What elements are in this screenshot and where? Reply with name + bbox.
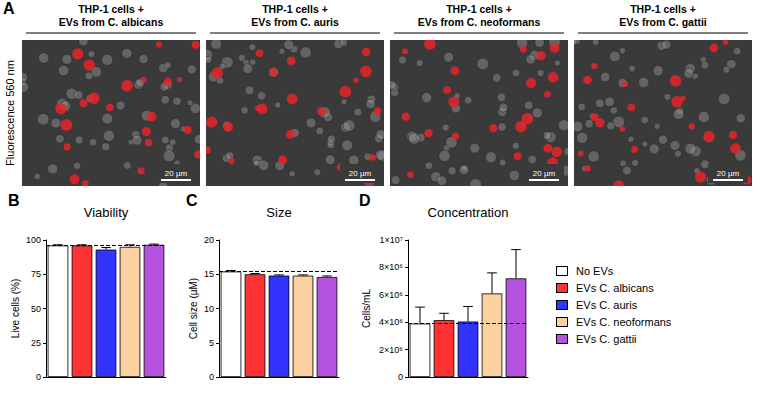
svg-text:Concentration: Concentration: [428, 205, 509, 220]
svg-text:0: 0: [398, 372, 403, 382]
svg-text:Viability: Viability: [84, 205, 129, 220]
svg-text:20 µm: 20 µm: [717, 169, 740, 178]
svg-text:D: D: [359, 192, 371, 209]
svg-text:8×10⁶: 8×10⁶: [379, 262, 403, 272]
svg-text:15: 15: [204, 269, 214, 279]
html-text:No EVs: No EVs: [576, 264, 614, 277]
svg-text:THP-1 cells +: THP-1 cells +: [78, 3, 144, 15]
svg-text:20 µm: 20 µm: [349, 169, 372, 178]
svg-text:6×10⁶: 6×10⁶: [379, 290, 403, 300]
svg-text:75: 75: [31, 269, 41, 279]
svg-text:Live cells (%): Live cells (%): [10, 279, 21, 338]
svg-text:THP-1 cells +: THP-1 cells +: [446, 3, 512, 15]
svg-text:4×10⁶: 4×10⁶: [379, 317, 403, 327]
svg-text:1×10⁷: 1×10⁷: [379, 235, 403, 245]
svg-text:A: A: [3, 0, 15, 17]
svg-text:Cells/mL: Cells/mL: [361, 289, 372, 328]
html-text:EVs C. albicans: EVs C. albicans: [576, 281, 654, 294]
svg-text:20: 20: [204, 235, 214, 245]
svg-text:Fluorescence 560 nm: Fluorescence 560 nm: [4, 60, 16, 166]
html-text:EVs C. gattii: EVs C. gattii: [576, 332, 637, 345]
svg-text:EVs from C. gattii: EVs from C. gattii: [619, 16, 707, 28]
svg-text:B: B: [8, 192, 20, 209]
svg-text:C: C: [186, 192, 198, 209]
svg-text:0: 0: [36, 372, 41, 382]
svg-text:5: 5: [209, 338, 214, 348]
svg-text:20 µm: 20 µm: [533, 169, 556, 178]
svg-text:20 µm: 20 µm: [165, 169, 188, 178]
svg-text:Cell size (µM): Cell size (µM): [188, 278, 199, 339]
html-text:EVs C. neoformans: EVs C. neoformans: [576, 315, 672, 328]
svg-text:100: 100: [26, 235, 41, 245]
svg-text:THP-1 cells +: THP-1 cells +: [630, 3, 696, 15]
svg-text:EVs from C. albicans: EVs from C. albicans: [59, 16, 164, 28]
svg-text:Size: Size: [266, 205, 291, 220]
svg-text:10: 10: [204, 304, 214, 314]
svg-text:0: 0: [209, 372, 214, 382]
svg-text:50: 50: [31, 304, 41, 314]
svg-text:THP-1 cells +: THP-1 cells +: [262, 3, 328, 15]
svg-text:EVs from C. auris: EVs from C. auris: [251, 16, 339, 28]
svg-text:2×10⁶: 2×10⁶: [379, 345, 403, 355]
svg-text:EVs from C. neoformans: EVs from C. neoformans: [418, 16, 541, 28]
html-text:EVs C. auris: EVs C. auris: [576, 298, 638, 311]
svg-text:25: 25: [31, 338, 41, 348]
